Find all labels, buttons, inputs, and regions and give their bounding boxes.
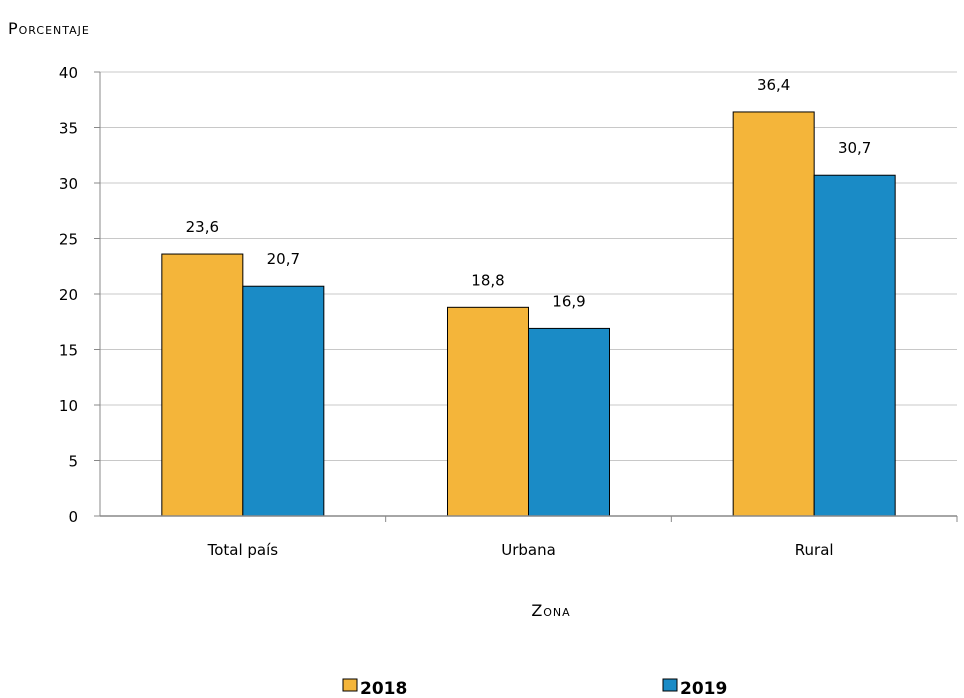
- y-tick-label: 25: [59, 231, 78, 249]
- y-tick-label: 5: [68, 453, 78, 471]
- data-label: 16,9: [552, 292, 585, 310]
- legend-swatch-2018: [342, 678, 358, 692]
- y-tick-label: 35: [59, 120, 78, 138]
- y-tick-label: 20: [59, 286, 78, 304]
- bar-2019-0: [242, 285, 325, 517]
- legend-swatch-2019: [662, 678, 678, 692]
- data-label: 18,8: [471, 271, 504, 289]
- data-label: 30,7: [838, 139, 871, 157]
- bar-2019-1: [528, 327, 610, 517]
- x-axis: Total país Urbana Rural: [99, 72, 958, 559]
- x-tick-label: Total país: [207, 541, 279, 559]
- legend-label-2018: 2018: [360, 679, 407, 698]
- y-tick-label: 0: [68, 508, 78, 526]
- bar-2018-2: [732, 111, 815, 517]
- bar-2018-0: [161, 253, 244, 517]
- y-tick-label: 10: [59, 397, 78, 415]
- legend: 2018 2019: [342, 678, 727, 698]
- y-tick-label: 40: [59, 64, 78, 82]
- y-tick-label: 30: [59, 175, 78, 193]
- y-tick-label: 15: [59, 342, 78, 360]
- bar-2019-2: [813, 174, 896, 517]
- x-axis-title: Zona: [531, 601, 570, 620]
- x-tick-label: Urbana: [501, 541, 556, 559]
- data-label: 36,4: [757, 76, 790, 94]
- data-label: 20,7: [267, 250, 300, 268]
- y-axis-title: Porcentaje: [8, 19, 90, 38]
- bar-2018-1: [447, 306, 529, 517]
- legend-label-2019: 2019: [680, 679, 727, 698]
- y-axis-ticks: 0 5 10 15 20 25 30 35 40: [59, 64, 100, 526]
- data-label: 23,6: [186, 218, 219, 236]
- data-labels: 23,6 20,7 18,8 16,9 36,4 30,7: [186, 76, 872, 310]
- bars: [161, 111, 896, 517]
- x-tick-label: Rural: [795, 541, 834, 559]
